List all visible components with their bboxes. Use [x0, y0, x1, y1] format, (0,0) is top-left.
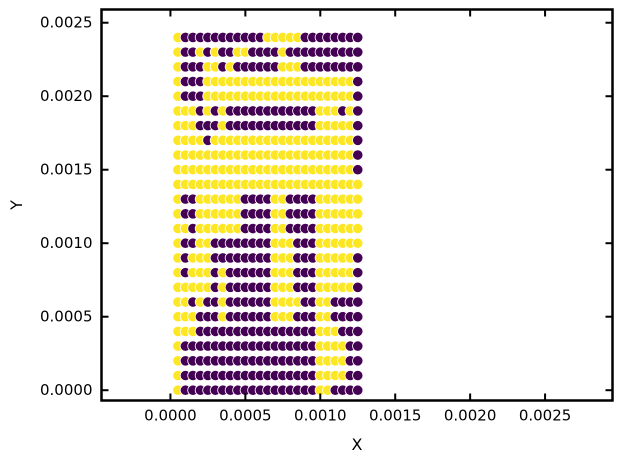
data-point	[352, 222, 364, 235]
data-point	[352, 31, 364, 44]
y-tick-label: 0.0010	[40, 234, 93, 252]
data-point	[352, 75, 364, 88]
x-tick-label: 0.0015	[369, 407, 422, 425]
plot-frame	[100, 8, 614, 402]
data-point	[352, 267, 364, 279]
data-point	[352, 384, 364, 396]
x-tick-label: 0.0010	[294, 407, 347, 425]
data-point	[352, 296, 364, 308]
ticks-layer: 0.0000 0.0005 0.0010 0.0015 0.0020 0.0025 0.00…	[40, 9, 613, 425]
data-point	[352, 105, 364, 117]
data-point	[352, 237, 364, 249]
data-point	[352, 61, 364, 73]
data-point	[352, 120, 364, 132]
data-point	[352, 164, 364, 176]
x-tick-label: 0.0000	[144, 407, 197, 425]
y-tick-label: 0.0000	[40, 381, 93, 399]
data-point	[352, 311, 364, 323]
data-point	[352, 193, 364, 205]
x-tick-label: 0.0005	[219, 407, 272, 425]
data-point	[352, 208, 364, 220]
data-point	[352, 369, 364, 382]
x-tick-label: 0.0020	[444, 407, 497, 425]
data-point	[352, 149, 364, 161]
data-point	[352, 178, 364, 191]
data-point	[352, 281, 364, 293]
data-point	[352, 340, 364, 352]
points-layer	[172, 31, 364, 396]
data-point	[352, 90, 364, 102]
data-point	[352, 134, 364, 146]
x-axis-label: X	[352, 435, 363, 454]
data-point	[352, 355, 364, 367]
data-point	[352, 46, 364, 58]
y-tick-label: 0.0005	[40, 308, 93, 326]
y-tick-label: 0.0015	[40, 161, 93, 179]
data-point	[352, 252, 364, 264]
y-tick-label: 0.0025	[40, 14, 93, 32]
x-tick-label: 0.0025	[519, 407, 572, 425]
y-axis-label: Y	[7, 200, 26, 211]
y-tick-label: 0.0020	[40, 87, 93, 105]
data-point	[352, 325, 364, 338]
